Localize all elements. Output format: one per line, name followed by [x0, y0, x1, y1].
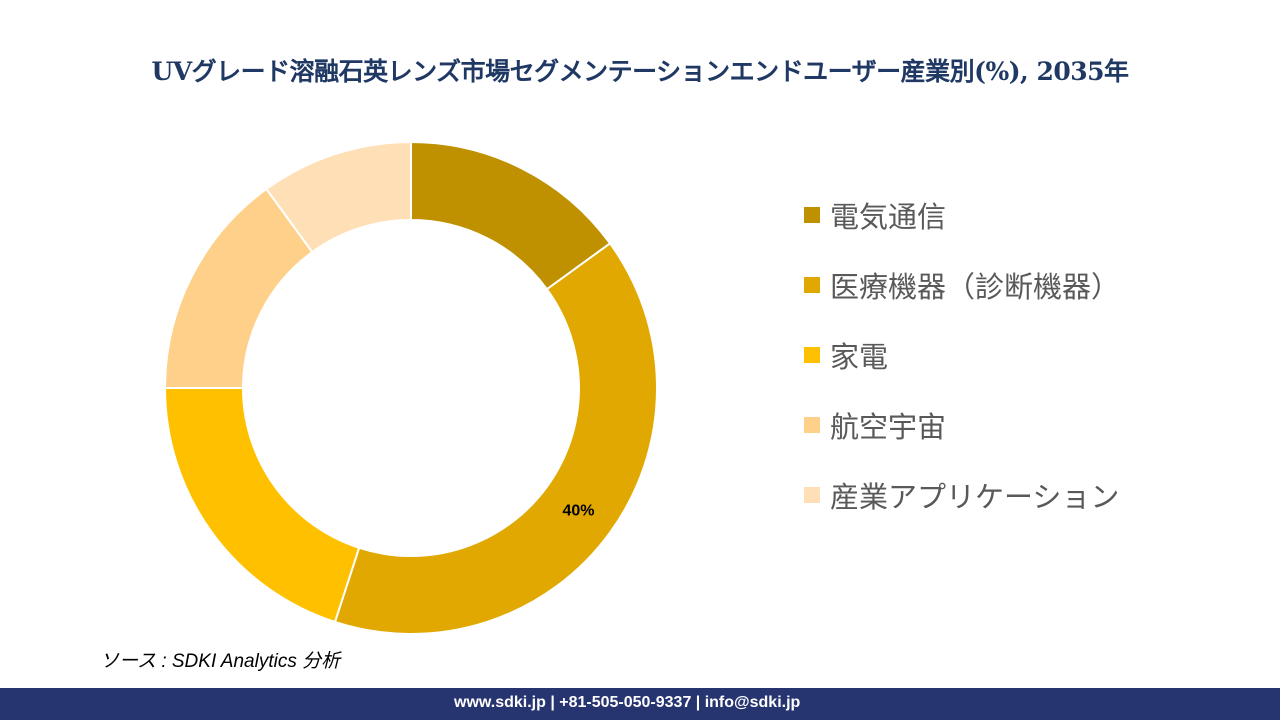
legend-label: 家電	[830, 340, 889, 374]
data-label: 40%	[562, 503, 594, 520]
legend-label: 産業アプリケーション	[830, 480, 1120, 514]
footer-bar: www.sdki.jp | +81-505-050-9337 | info@sd…	[0, 688, 1280, 720]
legend-item: 医療機器（診断機器）	[804, 236, 1120, 334]
donut-slice	[333, 242, 658, 635]
chart-title: UVグレード溶融石英レンズ市場セグメンテーションエンドユーザー産業別(%), 2…	[151, 57, 1129, 86]
legend-swatch	[804, 207, 820, 223]
source-note: ソース : SDKI Analytics 分析	[100, 651, 341, 672]
legend-swatch	[804, 277, 820, 293]
legend-swatch	[804, 347, 820, 363]
donut-slice	[163, 387, 361, 624]
legend-label: 電気通信	[830, 200, 947, 234]
legend-label: 航空宇宙	[830, 410, 947, 444]
legend-item: 航空宇宙	[804, 376, 1120, 474]
legend-swatch	[804, 487, 820, 503]
legend-swatch	[804, 417, 820, 433]
footer-contact: www.sdki.jp | +81-505-050-9337 | info@sd…	[454, 694, 801, 711]
legend-item: 産業アプリケーション	[804, 446, 1120, 544]
donut-slice	[265, 140, 412, 254]
legend-item: 家電	[804, 306, 1120, 404]
legend-item: 電気通信	[804, 166, 1120, 264]
legend-label: 医療機器（診断機器）	[830, 270, 1121, 304]
legend: 電気通信医療機器（診断機器） 家電航空宇宙産業アプリケーション	[804, 166, 1120, 544]
